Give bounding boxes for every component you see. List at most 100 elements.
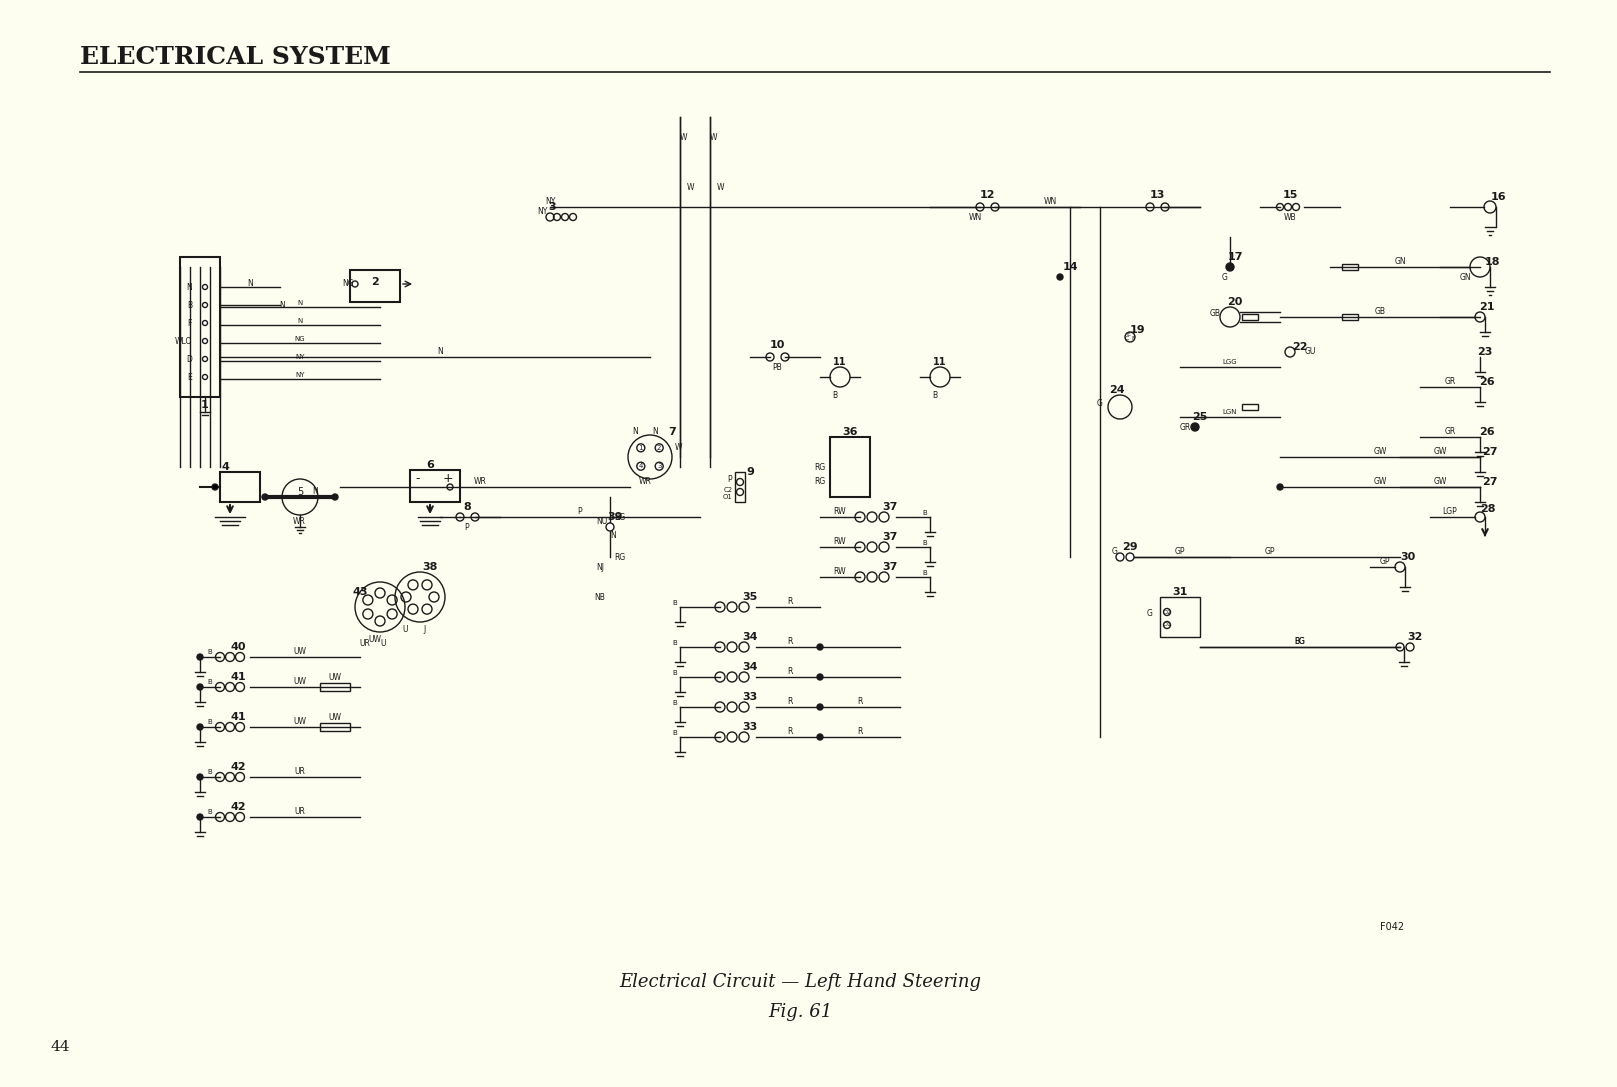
Bar (349, 270, 399, 302)
Text: 22: 22 (1292, 342, 1308, 352)
Text: R: R (787, 727, 792, 737)
Text: RW: RW (834, 508, 846, 516)
Text: LGG: LGG (1222, 359, 1237, 365)
Circle shape (637, 443, 645, 452)
Text: E: E (188, 373, 192, 382)
Text: U: U (380, 639, 386, 649)
Text: W: W (686, 183, 694, 191)
Text: O1: O1 (723, 493, 733, 500)
Text: U: U (403, 625, 407, 634)
Text: N: N (298, 318, 302, 324)
Text: WR: WR (639, 477, 652, 487)
Text: NY: NY (296, 372, 304, 378)
Text: 7: 7 (668, 427, 676, 437)
Text: NB: NB (595, 592, 605, 601)
Text: 4: 4 (222, 462, 230, 472)
Text: WB: WB (1284, 212, 1297, 222)
Text: W: W (716, 183, 724, 191)
Circle shape (202, 321, 207, 325)
Bar (320, 683, 349, 691)
Text: PB: PB (773, 362, 783, 372)
Text: W: W (710, 133, 716, 141)
Bar (736, 472, 745, 502)
Text: B: B (673, 730, 678, 736)
Text: B: B (673, 670, 678, 676)
Text: N: N (280, 300, 285, 310)
Text: 2: 2 (657, 445, 661, 451)
Text: BG: BG (1295, 637, 1305, 647)
Text: 18: 18 (1484, 257, 1499, 267)
Text: GR: GR (1444, 427, 1455, 437)
Text: GN: GN (1394, 258, 1405, 266)
Text: 39: 39 (608, 512, 623, 522)
Text: B: B (207, 679, 212, 685)
Text: B: B (923, 510, 928, 516)
Text: GW: GW (1433, 448, 1447, 457)
Text: GB: GB (1210, 310, 1221, 318)
Text: 11: 11 (833, 357, 847, 367)
Text: UR: UR (294, 767, 306, 776)
Text: B: B (207, 649, 212, 655)
Text: GU: GU (1305, 348, 1316, 357)
Bar (320, 723, 349, 730)
Text: W: W (674, 442, 682, 451)
Bar (1159, 597, 1200, 637)
Text: B: B (207, 719, 212, 725)
Circle shape (202, 338, 207, 343)
Text: 27: 27 (1483, 447, 1497, 457)
Text: F: F (188, 318, 192, 327)
Circle shape (817, 644, 823, 650)
Text: 24: 24 (1109, 385, 1125, 395)
Text: 11: 11 (933, 357, 946, 367)
Text: 29: 29 (1122, 542, 1138, 552)
Circle shape (197, 774, 204, 780)
Circle shape (817, 734, 823, 740)
Text: R: R (787, 637, 792, 647)
Text: 37: 37 (883, 532, 897, 542)
Text: G: G (1096, 400, 1103, 409)
Circle shape (212, 484, 218, 490)
Text: N: N (610, 530, 616, 539)
Text: N: N (652, 427, 658, 437)
Text: N: N (437, 348, 443, 357)
Text: GP: GP (1174, 548, 1185, 557)
Text: J: J (424, 625, 427, 634)
Text: RW: RW (834, 567, 846, 576)
Text: RG: RG (815, 462, 826, 472)
Circle shape (655, 462, 663, 471)
Text: B: B (207, 809, 212, 815)
Text: B: B (923, 570, 928, 576)
Text: N: N (298, 300, 302, 307)
Text: 6: 6 (425, 460, 433, 470)
Text: RW: RW (834, 537, 846, 547)
Text: P: P (577, 508, 582, 516)
Circle shape (1116, 553, 1124, 561)
Text: 13: 13 (1150, 190, 1164, 200)
Text: UW: UW (294, 717, 307, 726)
Circle shape (262, 493, 268, 500)
Text: 38: 38 (422, 562, 438, 572)
Text: 27: 27 (1483, 477, 1497, 487)
Text: 23: 23 (1478, 347, 1492, 357)
Text: 8: 8 (462, 502, 471, 512)
Text: UW: UW (328, 673, 341, 682)
Text: WLO: WLO (175, 337, 192, 346)
Circle shape (1058, 274, 1062, 280)
Text: GW: GW (1433, 477, 1447, 487)
Text: 15: 15 (1282, 190, 1298, 200)
Text: GR: GR (1444, 377, 1455, 387)
Text: O1: O1 (1163, 623, 1171, 627)
Circle shape (197, 814, 204, 820)
Text: 26: 26 (1480, 377, 1494, 387)
Text: 26: 26 (1480, 427, 1494, 437)
Text: N: N (247, 279, 252, 288)
Text: WR: WR (293, 517, 306, 526)
Text: UW: UW (369, 635, 382, 644)
Text: 41: 41 (230, 672, 246, 682)
Text: 30: 30 (1400, 552, 1415, 562)
Text: -: - (416, 473, 420, 486)
Text: NJ: NJ (597, 562, 605, 572)
Text: 40: 40 (230, 642, 246, 652)
Text: 14: 14 (1062, 262, 1079, 272)
Text: UW: UW (294, 677, 307, 687)
